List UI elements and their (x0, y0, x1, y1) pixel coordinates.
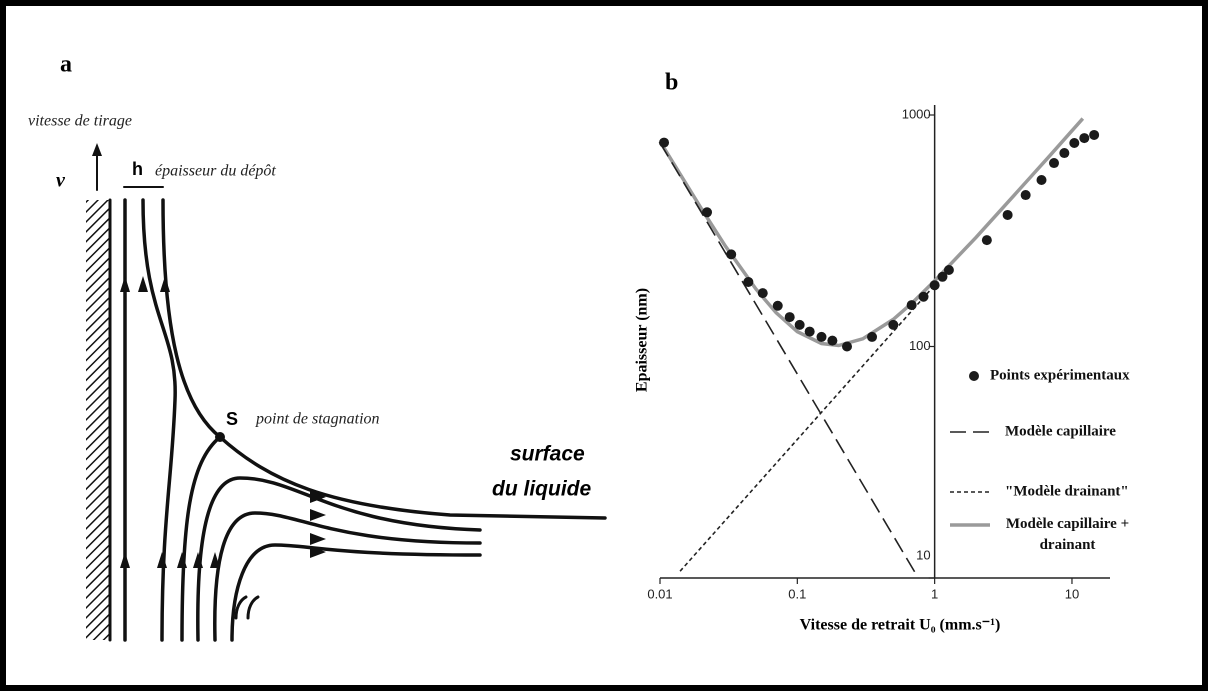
x-axis-label: Vitesse de retrait U₀ (mm.s⁻¹) (800, 617, 1001, 634)
data-point (841, 341, 852, 352)
legend-marker (969, 371, 979, 381)
surface-label: du liquide (492, 478, 591, 501)
legend-label: Modèle capillaire + drainant (1005, 516, 1130, 553)
y-tick-label: 1000 (902, 106, 931, 121)
model-line (659, 142, 919, 579)
data-point (784, 312, 795, 323)
legend-label: Points expérimentaux (990, 367, 1130, 383)
data-point (918, 291, 929, 302)
data-point (804, 326, 815, 337)
data-point (1059, 148, 1070, 159)
panel-letter: b (665, 70, 678, 96)
streamline (161, 198, 222, 439)
arrowheads (120, 276, 326, 568)
y-axis-label: Epaisseur (nm) (634, 288, 651, 392)
data-point (1049, 158, 1060, 169)
streamline (196, 476, 482, 642)
stagnation-label: point de stagnation (255, 411, 380, 428)
data-point (772, 300, 783, 311)
data-point (943, 265, 954, 276)
y-tick-label: 10 (916, 547, 930, 562)
panel-a (86, 143, 607, 642)
data-point (1079, 133, 1090, 144)
data-point (981, 235, 992, 246)
x-tick-label: 10 (1065, 586, 1079, 601)
data-point (867, 331, 878, 342)
data-point (702, 207, 713, 218)
x-tick-label: 0.1 (788, 586, 806, 601)
streamline-stub (234, 595, 260, 620)
x-tick-label: 0.01 (647, 586, 672, 601)
data-point (1069, 137, 1080, 148)
data-point (937, 271, 948, 282)
data-point (1089, 129, 1100, 140)
model-line (679, 284, 936, 572)
streamline (180, 435, 222, 642)
data-point (757, 288, 768, 299)
data-point (816, 331, 827, 342)
v-label: v (56, 170, 66, 192)
legend-label: "Modèle drainant" (1005, 483, 1129, 499)
x-tick-label: 1 (931, 586, 938, 601)
data-point (659, 137, 670, 148)
data-point (1020, 190, 1031, 201)
wall (86, 200, 110, 640)
model-line (658, 117, 1085, 348)
data-point (1036, 174, 1047, 185)
data-point (888, 319, 899, 330)
h-label: h (132, 159, 143, 179)
data-point (1002, 209, 1013, 220)
legend-label: Modèle capillaire (1005, 423, 1116, 439)
data-point (906, 300, 917, 311)
data-point (726, 249, 737, 260)
surface-label: surface (510, 443, 585, 466)
data-point (794, 319, 805, 330)
data-point (827, 335, 838, 346)
thickness-label: épaisseur du dépôt (155, 163, 276, 180)
y-tick-label: 100 (909, 338, 931, 353)
streamline (230, 543, 482, 642)
data-point (743, 276, 754, 287)
stagnation-point (215, 432, 225, 442)
s-label: S (226, 409, 238, 429)
panel-letter: a (60, 52, 72, 78)
streamline (213, 511, 482, 642)
streamline (141, 198, 177, 642)
pull-label: vitesse de tirage (28, 113, 132, 130)
streamline (218, 435, 607, 520)
pull-arrowhead (92, 143, 102, 156)
data-point (929, 280, 940, 291)
